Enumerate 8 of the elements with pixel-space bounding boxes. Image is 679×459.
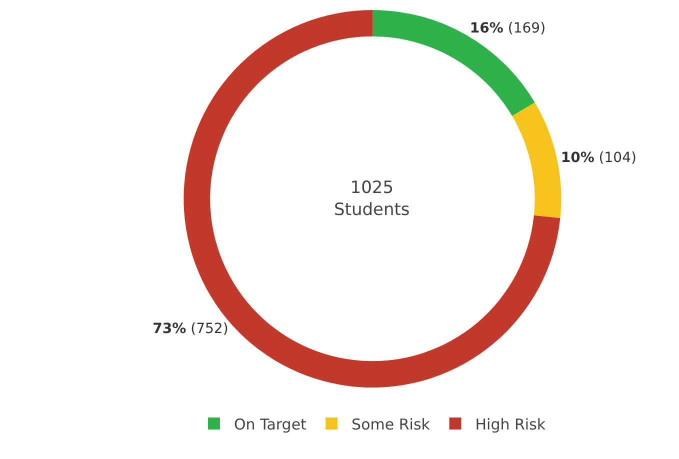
legend-label: High Risk [475, 415, 546, 434]
donut-slice [512, 102, 562, 218]
legend-label: On Target [234, 415, 307, 434]
legend-label: Some Risk [352, 415, 430, 434]
data-label: 16% (169) [470, 20, 546, 37]
text: 1025 Students [334, 178, 410, 220]
data-label: 73% (752) [152, 320, 228, 337]
data-label: 10% (104) [560, 150, 636, 166]
